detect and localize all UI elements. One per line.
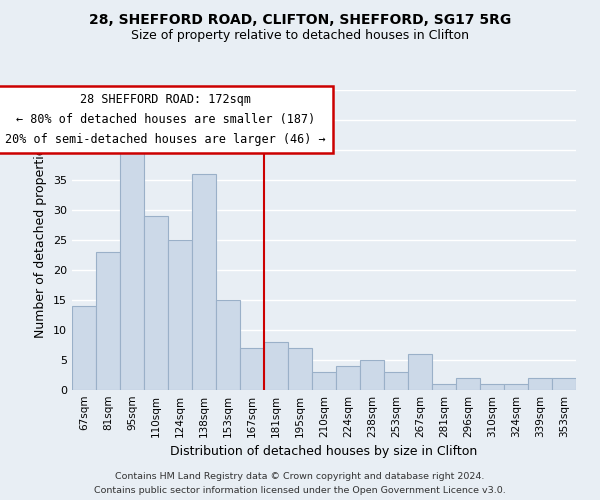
Text: 28, SHEFFORD ROAD, CLIFTON, SHEFFORD, SG17 5RG: 28, SHEFFORD ROAD, CLIFTON, SHEFFORD, SG… (89, 12, 511, 26)
Bar (528, 378, 552, 390)
Bar (192, 174, 216, 390)
Text: Size of property relative to detached houses in Clifton: Size of property relative to detached ho… (131, 29, 469, 42)
Bar (336, 366, 360, 390)
Bar (120, 144, 144, 390)
Bar (384, 372, 408, 390)
Bar (144, 216, 168, 390)
Bar (480, 384, 504, 390)
Text: 28 SHEFFORD ROAD: 172sqm
← 80% of detached houses are smaller (187)
20% of semi-: 28 SHEFFORD ROAD: 172sqm ← 80% of detach… (5, 93, 326, 146)
Y-axis label: Number of detached properties: Number of detached properties (34, 142, 47, 338)
Bar (360, 360, 384, 390)
Bar (456, 378, 480, 390)
Bar (432, 384, 456, 390)
Text: Contains HM Land Registry data © Crown copyright and database right 2024.: Contains HM Land Registry data © Crown c… (115, 472, 485, 481)
X-axis label: Distribution of detached houses by size in Clifton: Distribution of detached houses by size … (170, 446, 478, 458)
Bar (168, 240, 192, 390)
Bar (288, 348, 312, 390)
Bar (408, 354, 432, 390)
Bar (264, 342, 288, 390)
Bar (216, 300, 240, 390)
Bar (96, 252, 120, 390)
Text: Contains public sector information licensed under the Open Government Licence v3: Contains public sector information licen… (94, 486, 506, 495)
Bar (72, 306, 96, 390)
Bar (504, 384, 528, 390)
Bar (552, 378, 576, 390)
Bar (312, 372, 336, 390)
Bar (240, 348, 264, 390)
